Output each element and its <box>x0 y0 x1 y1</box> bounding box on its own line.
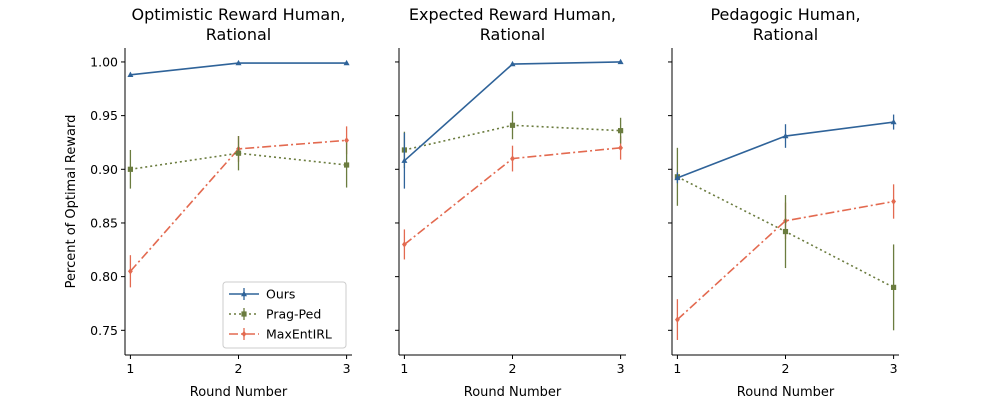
chart-panel-2: Expected Reward Human, Rational 1 2 3 Round N… <box>395 5 626 400</box>
legend-marker <box>241 330 247 338</box>
y-tick-label: 0.95 <box>90 108 118 123</box>
data-point <box>344 137 349 144</box>
series-ours <box>401 58 624 189</box>
chart-title-line: Expected Reward Human, <box>409 5 616 24</box>
legend-marker <box>241 311 247 317</box>
chart-title: Expected Reward Human, Rational <box>409 5 616 44</box>
y-tick-label: 0.85 <box>90 215 118 230</box>
chart-title: Pedagogic Human, Rational <box>710 5 860 44</box>
data-point <box>510 155 515 162</box>
data-point <box>402 241 407 248</box>
series-ours <box>127 59 350 78</box>
data-point <box>782 132 789 139</box>
data-point <box>618 144 623 152</box>
chart-panel-3: Pedagogic Human, Rational 1 2 3 Round Number <box>668 5 899 400</box>
chart-title-line: Rational <box>480 25 545 44</box>
y-tick-label: 0.80 <box>90 269 118 284</box>
data-point <box>235 59 242 66</box>
x-tick-label: 1 <box>400 361 408 376</box>
chart-title-line: Rational <box>206 25 271 44</box>
chart-panel-1: Optimistic Reward Human, Rational 0.75 0.80… <box>64 5 352 400</box>
series-maxentirl <box>402 136 623 260</box>
legend-label: Prag-Ped <box>266 307 321 322</box>
data-point <box>891 198 896 205</box>
x-tick-label: 2 <box>235 361 243 376</box>
series-prag-ped <box>674 147 897 331</box>
data-point <box>343 162 350 168</box>
data-point <box>674 174 681 181</box>
x-tick-label: 3 <box>617 361 625 376</box>
series-ours <box>674 114 897 184</box>
legend-label: Ours <box>266 287 295 302</box>
x-tick-label: 3 <box>343 361 351 376</box>
data-point <box>890 118 897 125</box>
x-tick-label: 1 <box>126 361 134 376</box>
chart-title-line: Rational <box>753 25 818 44</box>
chart-title-line: Pedagogic Human, <box>710 5 860 24</box>
data-point <box>890 284 897 290</box>
series-line <box>129 139 347 272</box>
data-point <box>509 60 516 67</box>
data-point <box>617 58 624 65</box>
chart-title: Optimistic Reward Human, Rational <box>132 5 346 44</box>
series-line <box>130 152 347 171</box>
legend: Ours Prag-Ped MaxEntIRL <box>222 281 347 349</box>
data-point <box>128 268 133 275</box>
x-tick-label: 1 <box>673 361 681 376</box>
x-tick-label: 2 <box>509 361 517 376</box>
y-axis-label: Percent of Optimal Reward <box>64 115 79 289</box>
data-point <box>509 122 516 128</box>
legend-marker <box>241 290 247 297</box>
data-point <box>127 71 134 78</box>
chart-title-line: Optimistic Reward Human, <box>132 5 346 24</box>
data-point <box>675 316 680 323</box>
y-tick-label: 1.00 <box>90 54 118 69</box>
legend-label: MaxEntIRL <box>266 327 332 342</box>
x-tick-label: 3 <box>890 361 898 376</box>
x-axis-label: Round Number <box>190 385 288 400</box>
x-axis-label: Round Number <box>464 385 562 400</box>
data-point <box>782 228 789 235</box>
legend-box <box>222 281 347 349</box>
y-tick-label: 0.90 <box>90 162 118 177</box>
data-point <box>343 59 350 66</box>
data-point <box>235 150 242 156</box>
data-point <box>127 166 134 172</box>
y-tick-label: 0.75 <box>90 323 118 338</box>
data-point <box>617 128 624 134</box>
x-axis-label: Round Number <box>737 385 835 400</box>
series-prag-ped <box>127 136 350 189</box>
x-tick-label: 2 <box>782 361 790 376</box>
data-point <box>401 157 408 163</box>
